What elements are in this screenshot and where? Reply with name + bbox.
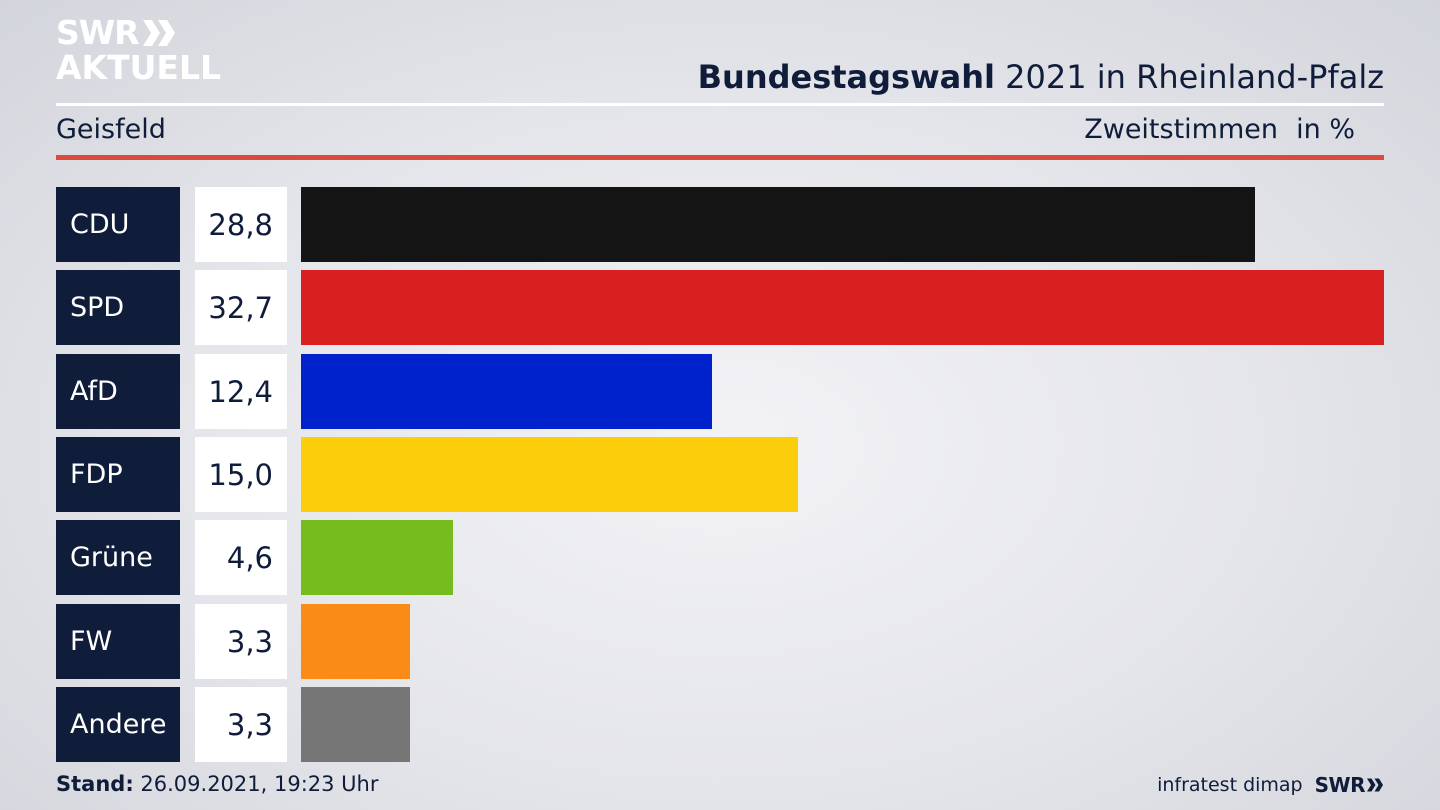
bar bbox=[301, 687, 410, 762]
bar bbox=[301, 270, 1384, 345]
stand-value: 26.09.2021, 19:23 Uhr bbox=[133, 772, 379, 796]
accent-divider bbox=[56, 155, 1384, 160]
bar bbox=[301, 520, 453, 595]
value-label: 15,0 bbox=[195, 437, 287, 512]
page-title: Bundestagswahl 2021 in Rheinland-Pfalz bbox=[698, 58, 1384, 96]
title-rest: 2021 in Rheinland-Pfalz bbox=[995, 58, 1384, 96]
party-label: SPD bbox=[56, 270, 180, 345]
footer-chevron-icon bbox=[1367, 778, 1383, 792]
timestamp: Stand: 26.09.2021, 19:23 Uhr bbox=[56, 772, 379, 796]
title-bold: Bundestagswahl bbox=[697, 58, 995, 96]
bar-row: SPD 32,7 bbox=[56, 270, 1384, 345]
party-label: AfD bbox=[56, 354, 180, 429]
logo-chevron-icon bbox=[142, 19, 175, 46]
footer-brand: SWR bbox=[1314, 773, 1366, 797]
party-label: Grüne bbox=[56, 520, 180, 595]
party-label: FW bbox=[56, 604, 180, 679]
source-credit: infratest dimap SWR bbox=[1157, 773, 1384, 797]
value-label: 12,4 bbox=[195, 354, 287, 429]
bar-row: FW 3,3 bbox=[56, 604, 1384, 679]
value-label: 3,3 bbox=[195, 604, 287, 679]
stand-label: Stand: bbox=[56, 772, 134, 796]
logo-swr-text: SWR bbox=[56, 13, 140, 52]
value-label: 3,3 bbox=[195, 687, 287, 762]
bar-row: AfD 12,4 bbox=[56, 354, 1384, 429]
bar-row: Grüne 4,6 bbox=[56, 520, 1384, 595]
party-label: Andere bbox=[56, 687, 180, 762]
source-label: infratest dimap bbox=[1157, 774, 1303, 796]
bar-row: Andere 3,3 bbox=[56, 687, 1384, 762]
value-label: 4,6 bbox=[195, 520, 287, 595]
region-label: Geisfeld bbox=[56, 114, 166, 145]
value-label: 32,7 bbox=[195, 270, 287, 345]
swr-footer-logo: SWR bbox=[1315, 773, 1384, 797]
party-label: CDU bbox=[56, 187, 180, 262]
measure-label: Zweitstimmen bbox=[1084, 114, 1278, 145]
header-divider bbox=[56, 103, 1384, 106]
bar bbox=[301, 354, 712, 429]
bar bbox=[301, 437, 798, 512]
value-label: 28,8 bbox=[195, 187, 287, 262]
bar-row: FDP 15,0 bbox=[56, 437, 1384, 512]
unit-label: in % bbox=[1296, 114, 1355, 145]
logo-aktuell-text: AKTUELL bbox=[56, 48, 222, 87]
swr-aktuell-logo: SWR AKTUELL bbox=[56, 16, 221, 84]
bar bbox=[301, 187, 1255, 262]
party-label: FDP bbox=[56, 437, 180, 512]
bar bbox=[301, 604, 410, 679]
bar-row: CDU 28,8 bbox=[56, 187, 1384, 262]
